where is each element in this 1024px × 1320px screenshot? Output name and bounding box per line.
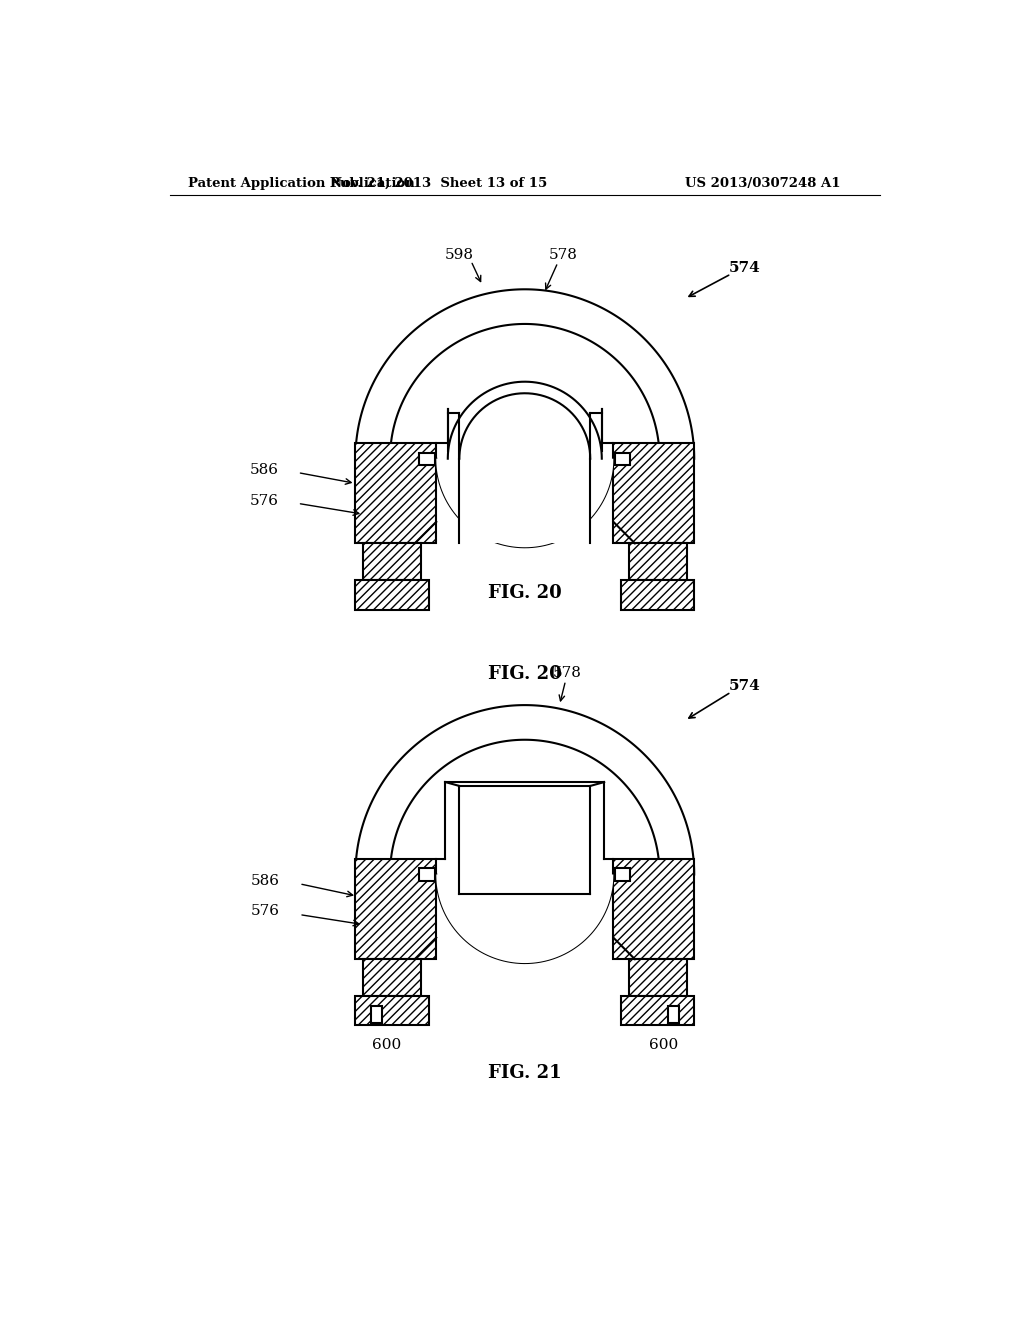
Polygon shape [436, 459, 613, 548]
Polygon shape [436, 875, 613, 964]
Text: 576: 576 [251, 904, 280, 919]
Text: 586: 586 [251, 874, 280, 887]
Text: 576: 576 [250, 494, 279, 508]
Bar [355, 581, 429, 610]
Text: Nov. 21, 2013  Sheet 13 of 15: Nov. 21, 2013 Sheet 13 of 15 [330, 177, 547, 190]
Bar [629, 544, 686, 581]
Text: 578: 578 [549, 248, 578, 261]
Bar [364, 960, 421, 997]
Text: 578: 578 [553, 665, 582, 680]
Bar [621, 997, 694, 1026]
Text: 574: 574 [728, 261, 760, 275]
Text: FIG. 21: FIG. 21 [488, 1064, 561, 1082]
Polygon shape [355, 705, 694, 875]
Bar [613, 859, 694, 960]
Bar [355, 444, 436, 544]
Text: 598: 598 [444, 248, 474, 261]
Bar [614, 869, 631, 880]
Bar [621, 581, 694, 610]
Bar [355, 859, 436, 960]
Bar [629, 960, 686, 997]
Bar [371, 1006, 382, 1023]
Text: 600: 600 [372, 1038, 400, 1052]
Bar [613, 444, 694, 544]
Polygon shape [355, 289, 694, 459]
Text: US 2013/0307248 A1: US 2013/0307248 A1 [685, 177, 841, 190]
Text: 574: 574 [728, 678, 760, 693]
Text: FIG. 20: FIG. 20 [487, 665, 562, 684]
Bar [355, 997, 429, 1026]
Bar [460, 459, 590, 544]
Text: 600: 600 [649, 1038, 678, 1052]
Bar [668, 1006, 679, 1023]
Bar [614, 453, 631, 465]
Bar [364, 544, 421, 581]
Text: Patent Application Publication: Patent Application Publication [188, 177, 415, 190]
Text: 586: 586 [250, 463, 279, 478]
Bar [419, 869, 435, 880]
Text: FIG. 20: FIG. 20 [487, 585, 562, 602]
Bar [460, 785, 590, 894]
Bar [419, 453, 435, 465]
